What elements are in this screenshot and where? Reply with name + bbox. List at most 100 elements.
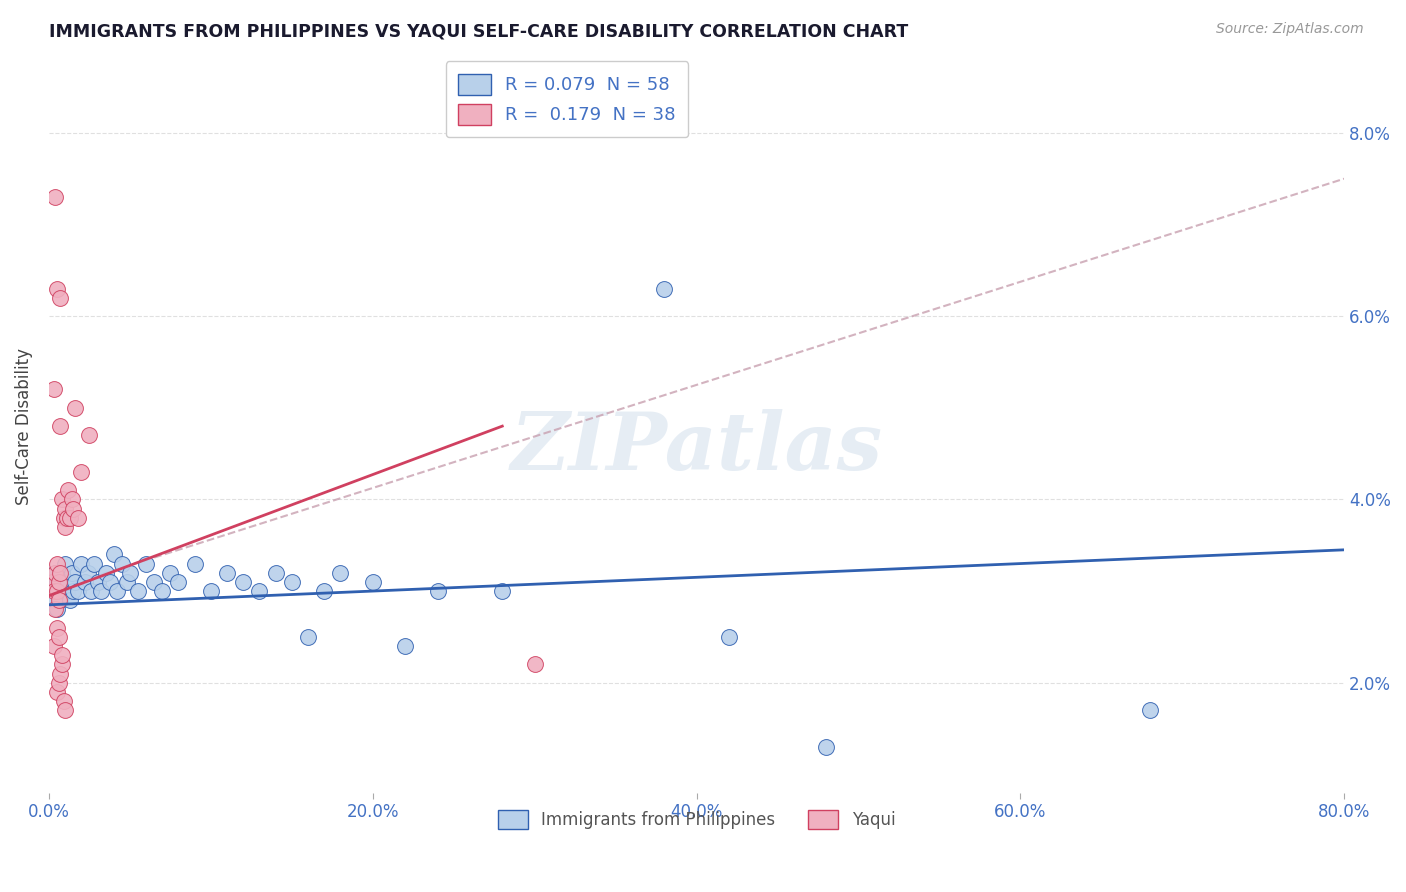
Point — [46, 282, 69, 296]
Point — [167, 574, 190, 589]
Point — [58, 483, 80, 498]
Point — [42, 584, 65, 599]
Point — [94, 566, 117, 580]
Point — [143, 574, 166, 589]
Point — [53, 703, 76, 717]
Point — [44, 593, 66, 607]
Point — [1139, 703, 1161, 717]
Point — [215, 566, 238, 580]
Point — [491, 584, 513, 599]
Point — [62, 501, 84, 516]
Point — [127, 584, 149, 599]
Point — [73, 574, 96, 589]
Point — [52, 510, 75, 524]
Text: Source: ZipAtlas.com: Source: ZipAtlas.com — [1216, 22, 1364, 37]
Point — [41, 574, 63, 589]
Point — [67, 510, 90, 524]
Point — [118, 566, 141, 580]
Point — [46, 584, 69, 599]
Point — [49, 593, 72, 607]
Point — [200, 584, 222, 599]
Point — [90, 584, 112, 599]
Point — [79, 428, 101, 442]
Point — [86, 574, 108, 589]
Point — [55, 584, 77, 599]
Point — [249, 584, 271, 599]
Point — [60, 492, 83, 507]
Point — [44, 190, 66, 204]
Point — [46, 557, 69, 571]
Point — [297, 630, 319, 644]
Point — [48, 593, 70, 607]
Point — [49, 419, 72, 434]
Point — [46, 574, 69, 589]
Point — [70, 557, 93, 571]
Point — [80, 584, 103, 599]
Point — [48, 675, 70, 690]
Point — [42, 584, 65, 599]
Point — [264, 566, 287, 580]
Point — [70, 465, 93, 479]
Point — [51, 657, 73, 672]
Point — [62, 584, 84, 599]
Point — [329, 566, 352, 580]
Point — [44, 566, 66, 580]
Point — [135, 557, 157, 571]
Point — [103, 548, 125, 562]
Point — [51, 566, 73, 580]
Point — [59, 510, 82, 524]
Point — [52, 694, 75, 708]
Point — [63, 574, 86, 589]
Point — [523, 657, 546, 672]
Point — [49, 291, 72, 305]
Point — [53, 574, 76, 589]
Point — [46, 685, 69, 699]
Point — [159, 566, 181, 580]
Point — [58, 574, 80, 589]
Point — [63, 401, 86, 415]
Point — [281, 574, 304, 589]
Point — [41, 574, 63, 589]
Text: ZIPatlas: ZIPatlas — [510, 409, 883, 487]
Point — [44, 566, 66, 580]
Point — [48, 630, 70, 644]
Point — [53, 557, 76, 571]
Point — [815, 739, 838, 754]
Point — [48, 574, 70, 589]
Point — [49, 574, 72, 589]
Point — [51, 648, 73, 663]
Point — [232, 574, 254, 589]
Point — [42, 383, 65, 397]
Point — [115, 574, 138, 589]
Point — [76, 566, 98, 580]
Point — [83, 557, 105, 571]
Point — [49, 666, 72, 681]
Point — [60, 566, 83, 580]
Point — [48, 584, 70, 599]
Point — [44, 602, 66, 616]
Text: IMMIGRANTS FROM PHILIPPINES VS YAQUI SELF-CARE DISABILITY CORRELATION CHART: IMMIGRANTS FROM PHILIPPINES VS YAQUI SEL… — [49, 22, 908, 40]
Point — [55, 510, 77, 524]
Point — [49, 566, 72, 580]
Point — [42, 639, 65, 653]
Point — [67, 584, 90, 599]
Point — [105, 584, 128, 599]
Point — [314, 584, 336, 599]
Legend: Immigrants from Philippines, Yaqui: Immigrants from Philippines, Yaqui — [491, 803, 903, 836]
Point — [426, 584, 449, 599]
Point — [46, 621, 69, 635]
Point — [52, 584, 75, 599]
Point — [46, 602, 69, 616]
Point — [53, 520, 76, 534]
Point — [717, 630, 740, 644]
Point — [394, 639, 416, 653]
Point — [100, 574, 122, 589]
Point — [361, 574, 384, 589]
Point — [59, 593, 82, 607]
Point — [111, 557, 134, 571]
Point — [53, 501, 76, 516]
Point — [150, 584, 173, 599]
Point — [652, 282, 675, 296]
Y-axis label: Self-Care Disability: Self-Care Disability — [15, 348, 32, 505]
Point — [51, 492, 73, 507]
